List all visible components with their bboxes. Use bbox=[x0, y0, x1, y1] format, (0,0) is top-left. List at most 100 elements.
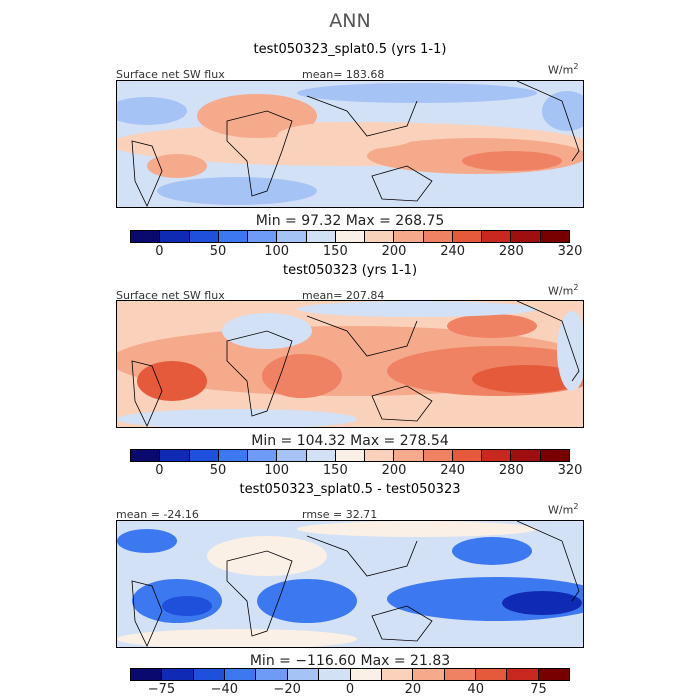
colorbar-swatch bbox=[335, 231, 366, 242]
colorbar-swatch bbox=[482, 450, 512, 461]
panel-1-title: test050323_splat0.5 (yrs 1-1) bbox=[253, 42, 447, 57]
colorbar-swatch bbox=[131, 450, 161, 461]
colorbar-tick-label: 280 bbox=[498, 463, 524, 478]
map1-s-america-outline bbox=[131, 140, 163, 207]
map3-africa-outline bbox=[226, 550, 293, 637]
colorbar-swatch bbox=[540, 450, 569, 461]
panel-2-map bbox=[116, 300, 584, 428]
colorbar-tick-label: 150 bbox=[322, 463, 348, 478]
panel-2-variable: Surface net SW flux bbox=[116, 289, 225, 302]
map2-asia-outline bbox=[306, 315, 418, 357]
colorbar-swatch bbox=[538, 669, 570, 680]
colorbar-swatch bbox=[189, 450, 219, 461]
colorbar-swatch bbox=[319, 669, 351, 680]
map2-north-band bbox=[297, 301, 537, 317]
map2-americas bbox=[557, 311, 583, 391]
panel-2-map-svg bbox=[117, 301, 583, 427]
colorbar-swatch bbox=[131, 231, 161, 242]
colorbar-tick-label: 200 bbox=[381, 244, 407, 259]
main-title: ANN bbox=[329, 10, 371, 32]
colorbar-swatch bbox=[256, 669, 288, 680]
map2-australia-outline bbox=[371, 385, 433, 422]
panel-3-units-exp: 2 bbox=[573, 502, 579, 511]
panel-2-colorbar bbox=[130, 449, 570, 462]
colorbar-swatch bbox=[162, 669, 194, 680]
colorbar-tick-label: 50 bbox=[209, 463, 227, 478]
colorbar-swatch bbox=[131, 669, 163, 680]
panel-1-mean: mean= 183.68 bbox=[302, 68, 385, 81]
panel-1-map bbox=[116, 80, 584, 208]
colorbar-swatch bbox=[160, 231, 190, 242]
colorbar-tick-label: 100 bbox=[264, 463, 290, 478]
colorbar-swatch bbox=[511, 450, 541, 461]
map1-southern-ocean bbox=[157, 177, 317, 205]
map2-indian-ocean bbox=[262, 354, 342, 398]
colorbar-tick-label: 0 bbox=[155, 463, 164, 478]
colorbar-tick-label: 100 bbox=[264, 244, 290, 259]
colorbar-swatch bbox=[277, 450, 307, 461]
panel-2-mean: mean= 207.84 bbox=[302, 289, 385, 302]
panel-1-units-exp: 2 bbox=[573, 62, 579, 71]
colorbar-swatch bbox=[413, 669, 445, 680]
map1-americas-outline bbox=[516, 81, 580, 162]
panel-1-units: W/m2 bbox=[548, 62, 578, 77]
map3-s-atlantic-min bbox=[162, 596, 212, 616]
map3-n-pacific bbox=[452, 537, 532, 565]
colorbar-swatch bbox=[423, 450, 453, 461]
colorbar-swatch bbox=[394, 231, 424, 242]
colorbar-swatch bbox=[452, 231, 483, 242]
map1-north-band bbox=[297, 83, 537, 103]
colorbar-swatch bbox=[189, 231, 219, 242]
colorbar-swatch bbox=[381, 669, 414, 680]
colorbar-tick-label: −40 bbox=[210, 682, 238, 697]
panel-2-units-exp: 2 bbox=[573, 283, 579, 292]
colorbar-swatch bbox=[218, 450, 249, 461]
colorbar-swatch bbox=[248, 231, 278, 242]
map3-sahara bbox=[207, 536, 327, 576]
colorbar-swatch bbox=[452, 450, 483, 461]
panel-2-title: test050323 (yrs 1-1) bbox=[282, 263, 418, 278]
map3-n-atlantic bbox=[117, 529, 177, 553]
colorbar-swatch bbox=[475, 669, 508, 680]
colorbar-tick-label: 150 bbox=[322, 244, 348, 259]
colorbar-swatch bbox=[287, 669, 320, 680]
map1-w-atlantic bbox=[117, 97, 187, 125]
map2-southern-ocean bbox=[117, 409, 357, 427]
colorbar-swatch bbox=[193, 669, 226, 680]
panel-3-minmax: Min = −116.60 Max = 21.83 bbox=[249, 653, 451, 669]
colorbar-swatch bbox=[444, 669, 476, 680]
map2-n-pacific bbox=[447, 314, 537, 338]
colorbar-swatch bbox=[225, 669, 257, 680]
colorbar-tick-label: 240 bbox=[440, 463, 466, 478]
map1-australia-outline bbox=[371, 165, 433, 202]
panel-3-units-base: W/m bbox=[548, 503, 574, 517]
map2-africa-outline bbox=[226, 330, 293, 417]
panel-3-map-svg bbox=[117, 521, 583, 647]
panel-2-units: W/m2 bbox=[548, 283, 578, 298]
panel-3-title: test050323_splat0.5 - test050323 bbox=[239, 482, 461, 497]
colorbar-swatch bbox=[511, 231, 541, 242]
panel-1-units-base: W/m bbox=[548, 63, 574, 77]
colorbar-swatch bbox=[160, 450, 190, 461]
colorbar-swatch bbox=[306, 450, 336, 461]
colorbar-swatch bbox=[306, 231, 336, 242]
panel-3-mean: mean = -24.16 bbox=[116, 508, 199, 521]
colorbar-swatch bbox=[277, 231, 307, 242]
colorbar-tick-label: 240 bbox=[440, 244, 466, 259]
panel-2-units-base: W/m bbox=[548, 284, 574, 298]
map1-africa-outline bbox=[226, 110, 293, 197]
colorbar-tick-label: 280 bbox=[498, 244, 524, 259]
colorbar-tick-label: 0 bbox=[155, 244, 164, 259]
colorbar-swatch bbox=[482, 231, 512, 242]
map3-s-america-outline bbox=[131, 580, 163, 647]
map1-n-america bbox=[542, 91, 583, 131]
colorbar-swatch bbox=[365, 231, 395, 242]
colorbar-swatch bbox=[218, 231, 249, 242]
map2-pacific-max bbox=[472, 365, 582, 393]
map3-north-band bbox=[297, 521, 537, 537]
map3-asia-outline bbox=[306, 535, 418, 577]
map1-indian-ocean bbox=[277, 122, 417, 150]
colorbar-tick-label: 75 bbox=[530, 682, 547, 697]
colorbar-swatch bbox=[540, 231, 569, 242]
panel-1-minmax: Min = 97.32 Max = 268.75 bbox=[255, 213, 445, 229]
